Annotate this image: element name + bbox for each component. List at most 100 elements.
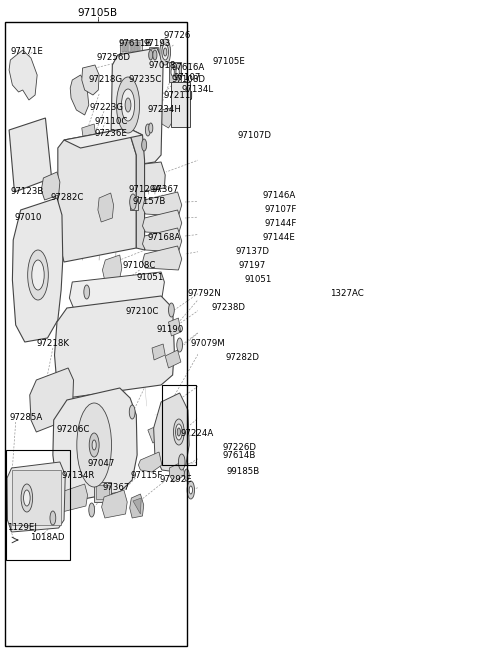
Polygon shape	[160, 108, 173, 128]
Circle shape	[162, 44, 168, 60]
Text: 97792N: 97792N	[188, 290, 222, 299]
Text: 97235C: 97235C	[129, 74, 162, 84]
Polygon shape	[143, 210, 182, 234]
Polygon shape	[139, 133, 151, 155]
Text: 97107D: 97107D	[238, 130, 272, 139]
Text: 97218G: 97218G	[89, 74, 123, 84]
Circle shape	[129, 405, 135, 419]
Text: 97224A: 97224A	[181, 428, 214, 438]
Circle shape	[177, 338, 182, 352]
Circle shape	[121, 89, 135, 121]
Text: 97282D: 97282D	[225, 353, 259, 361]
Polygon shape	[130, 494, 144, 518]
Polygon shape	[133, 498, 141, 514]
Text: 97107F: 97107F	[264, 205, 297, 215]
Circle shape	[171, 68, 174, 76]
Text: 97123B: 97123B	[11, 188, 44, 197]
Text: 97726: 97726	[164, 30, 191, 39]
Bar	[171, 82, 190, 127]
Polygon shape	[30, 368, 73, 432]
Text: 97144F: 97144F	[264, 218, 297, 228]
Circle shape	[92, 440, 96, 450]
Text: 97079M: 97079M	[191, 340, 226, 349]
Circle shape	[189, 486, 192, 494]
Text: 91051: 91051	[136, 274, 164, 282]
Polygon shape	[143, 192, 182, 216]
Polygon shape	[148, 424, 164, 443]
Text: 99185B: 99185B	[227, 467, 260, 476]
Circle shape	[145, 124, 150, 136]
Text: 97144E: 97144E	[262, 232, 295, 241]
Text: 97108D: 97108D	[171, 76, 205, 84]
Polygon shape	[169, 462, 185, 482]
Text: 97047: 97047	[87, 459, 115, 467]
Bar	[130, 196, 138, 210]
Polygon shape	[53, 388, 137, 502]
Text: 1129EJ: 1129EJ	[7, 522, 37, 532]
Text: 97282C: 97282C	[50, 193, 84, 201]
Text: 97110C: 97110C	[94, 116, 128, 126]
Circle shape	[176, 424, 182, 440]
Text: 97010: 97010	[14, 213, 42, 222]
Polygon shape	[138, 452, 162, 472]
Text: 97105E: 97105E	[213, 57, 246, 66]
Text: 97168A: 97168A	[148, 234, 181, 243]
Circle shape	[164, 48, 167, 56]
Bar	[96, 485, 109, 499]
Text: 1327AC: 1327AC	[330, 288, 364, 297]
Bar	[120, 40, 143, 54]
Polygon shape	[9, 118, 52, 192]
Polygon shape	[102, 490, 127, 518]
Polygon shape	[83, 136, 96, 152]
Bar	[129, 42, 131, 52]
Polygon shape	[165, 350, 181, 368]
Circle shape	[142, 139, 146, 151]
Text: 97134L: 97134L	[182, 86, 214, 95]
Text: 97218K: 97218K	[36, 340, 69, 349]
Text: 97137D: 97137D	[235, 247, 269, 257]
Text: 97018: 97018	[149, 61, 176, 70]
Polygon shape	[128, 128, 144, 250]
Polygon shape	[55, 296, 174, 398]
Polygon shape	[144, 88, 157, 115]
Bar	[12, 470, 61, 525]
Circle shape	[168, 303, 174, 317]
Circle shape	[21, 484, 33, 512]
Text: 97105B: 97105B	[78, 8, 118, 18]
Polygon shape	[108, 162, 165, 196]
Text: 97115F: 97115F	[130, 470, 162, 480]
Bar	[6, 450, 70, 560]
Text: 97292E: 97292E	[159, 476, 192, 484]
Circle shape	[130, 194, 136, 210]
Polygon shape	[64, 128, 143, 148]
Text: 97236E: 97236E	[94, 130, 127, 138]
Circle shape	[160, 39, 170, 65]
Text: 97238D: 97238D	[212, 303, 245, 311]
Circle shape	[24, 490, 30, 506]
Circle shape	[32, 260, 44, 290]
Bar	[135, 42, 137, 52]
Circle shape	[84, 285, 90, 299]
Bar	[125, 42, 127, 52]
Text: 97285A: 97285A	[9, 413, 42, 422]
Polygon shape	[143, 246, 182, 270]
Polygon shape	[82, 124, 96, 140]
Bar	[132, 42, 134, 52]
Text: 97211J: 97211J	[163, 91, 193, 99]
Circle shape	[117, 77, 140, 133]
Bar	[149, 47, 158, 63]
Text: 97107: 97107	[173, 72, 201, 82]
Text: 97210C: 97210C	[126, 307, 159, 316]
Polygon shape	[58, 128, 136, 262]
Polygon shape	[70, 272, 164, 308]
Text: 97611B: 97611B	[119, 39, 152, 47]
Text: 97206C: 97206C	[57, 426, 90, 434]
Polygon shape	[12, 198, 63, 342]
Text: 97614B: 97614B	[222, 451, 255, 459]
Text: 97616A: 97616A	[171, 63, 204, 72]
Bar	[122, 42, 124, 52]
Polygon shape	[154, 393, 189, 472]
Text: 97108C: 97108C	[122, 261, 156, 270]
Circle shape	[177, 428, 180, 436]
Text: 97367: 97367	[152, 186, 180, 195]
